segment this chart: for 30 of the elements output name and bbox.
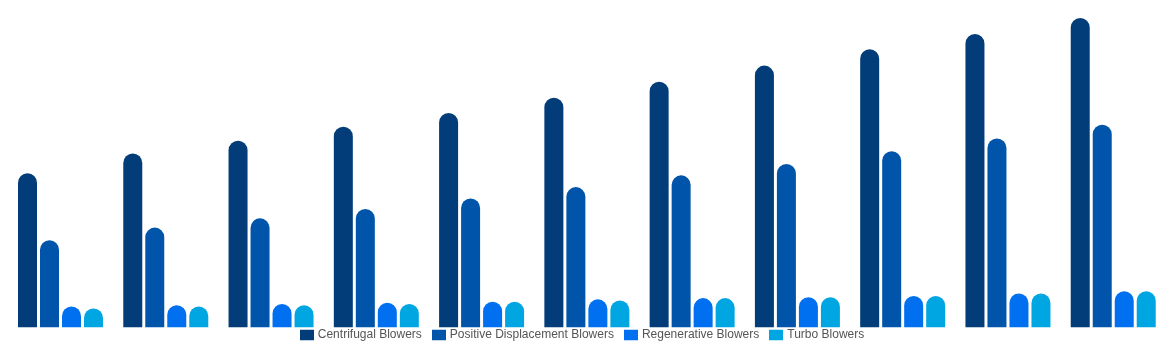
bar xyxy=(1136,291,1156,328)
bar xyxy=(566,187,586,328)
bar xyxy=(250,218,270,328)
bar xyxy=(333,126,353,328)
bar xyxy=(1031,293,1051,328)
bar xyxy=(18,173,37,328)
bar xyxy=(544,97,564,328)
bar xyxy=(860,49,880,328)
legend-label: Regenerative Blowers xyxy=(641,327,760,342)
bar xyxy=(1092,124,1112,328)
bar xyxy=(1070,18,1090,328)
bar xyxy=(1009,293,1029,328)
bar xyxy=(1114,291,1134,328)
bar xyxy=(965,34,985,328)
bar xyxy=(145,227,165,328)
bar xyxy=(671,175,691,328)
bar xyxy=(461,198,481,328)
bar xyxy=(228,140,248,328)
bar xyxy=(882,151,902,328)
bar xyxy=(754,65,774,328)
bar xyxy=(649,81,669,328)
bar xyxy=(439,112,459,328)
legend-label: Centrifugal Blowers xyxy=(317,327,422,342)
bar xyxy=(987,138,1007,328)
bar xyxy=(123,153,143,328)
bar xyxy=(40,240,59,328)
bar xyxy=(776,163,796,328)
bar xyxy=(355,209,375,328)
legend-label: Positive Displacement Blowers xyxy=(449,327,614,342)
legend-label: Turbo Blowers xyxy=(787,327,865,342)
